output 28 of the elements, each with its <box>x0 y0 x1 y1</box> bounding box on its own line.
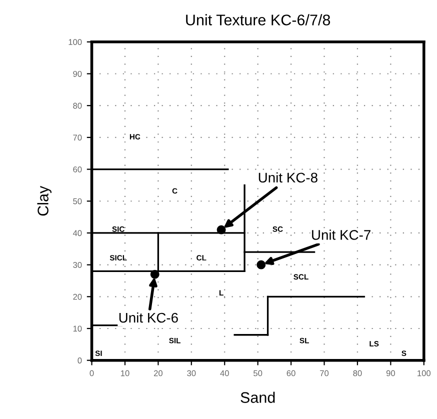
y-tick-label: 70 <box>73 134 82 141</box>
y-tick-label: 20 <box>73 294 82 300</box>
chart-title: Unit Texture KC-6/7/8 <box>186 14 330 26</box>
y-tick-label: 30 <box>73 262 82 268</box>
x-tick-label: 20 <box>154 370 163 376</box>
x-tick-label: 60 <box>286 370 296 376</box>
y-tick-label: 0 <box>78 358 82 364</box>
x-tick-label: 40 <box>220 370 229 376</box>
x-axis-title: Sand <box>240 392 275 403</box>
x-tick-label: 0 <box>90 370 94 376</box>
x-tick-label: 80 <box>353 370 362 376</box>
annotation: Unit KC-6 <box>119 312 178 323</box>
y-tick-label: 40 <box>72 230 82 236</box>
x-tick-label: 30 <box>187 370 196 376</box>
y-tick-label: 80 <box>73 102 82 109</box>
x-tick-label: 10 <box>120 370 130 376</box>
y-tick-label: 100 <box>68 39 82 45</box>
y-axis-title: Clay <box>37 186 52 216</box>
y-tick-label: 10 <box>73 326 82 332</box>
x-tick-label: 70 <box>320 370 329 376</box>
y-tick-label: 50 <box>73 198 82 204</box>
annotation: Unit KC-8 <box>258 172 318 183</box>
x-tick-label: 90 <box>386 370 395 376</box>
annotation: Unit KC-7 <box>312 230 370 240</box>
x-tick-label: 100 <box>418 370 431 376</box>
y-tick-label: 60 <box>73 166 82 172</box>
x-tick-label: 50 <box>254 370 262 376</box>
y-tick-label: 90 <box>73 70 82 77</box>
